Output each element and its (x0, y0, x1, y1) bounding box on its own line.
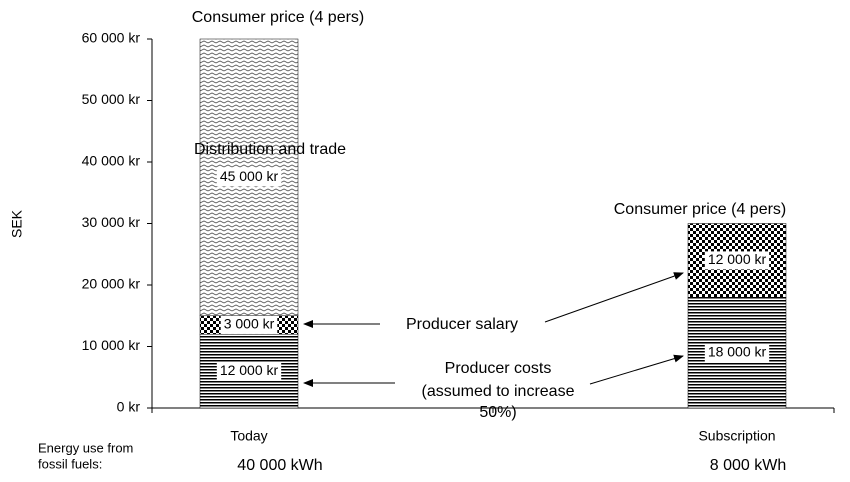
footer-value: 40 000 kWh (237, 457, 322, 474)
value-label-bg (216, 168, 282, 187)
total-label: Consumer price (4 pers) (192, 9, 365, 26)
value-label-bg (220, 315, 278, 334)
footer-label: fossil fuels: (38, 456, 102, 471)
annotation: Producer costs (445, 360, 552, 377)
arrow (589, 354, 684, 385)
footer-label: Energy use from (38, 440, 133, 455)
annotation: (assumed to increase (422, 383, 575, 400)
y-tick-label: 50 000 kr (82, 91, 141, 107)
arrow (544, 272, 684, 323)
y-tick-label: 0 kr (117, 399, 141, 415)
value-label: 18 000 kr (708, 343, 767, 359)
value-label: 12 000 kr (220, 362, 279, 378)
annotation: Distribution and trade (194, 141, 346, 158)
y-axis-label: SEK (9, 209, 25, 238)
value-label-bg (704, 343, 770, 362)
y-tick-label: 10 000 kr (82, 337, 141, 353)
total-label: Consumer price (4 pers) (614, 201, 787, 218)
annotation: Producer salary (406, 316, 518, 333)
value-label: 3 000 kr (224, 316, 275, 332)
y-tick-label: 40 000 kr (82, 153, 141, 169)
footer-value: 8 000 kWh (710, 457, 786, 474)
y-tick-label: 20 000 kr (82, 276, 141, 292)
x-tick-label: Subscription (698, 428, 775, 444)
value-label-bg (704, 251, 770, 270)
y-tick-label: 60 000 kr (82, 30, 141, 46)
value-label: 12 000 kr (708, 251, 767, 267)
x-tick-label: Today (230, 428, 267, 444)
value-label: 45 000 kr (220, 168, 279, 184)
y-tick-label: 30 000 kr (82, 214, 141, 230)
arrows (303, 272, 684, 387)
value-label-bg (216, 362, 282, 381)
annotation: 50%) (479, 404, 516, 421)
